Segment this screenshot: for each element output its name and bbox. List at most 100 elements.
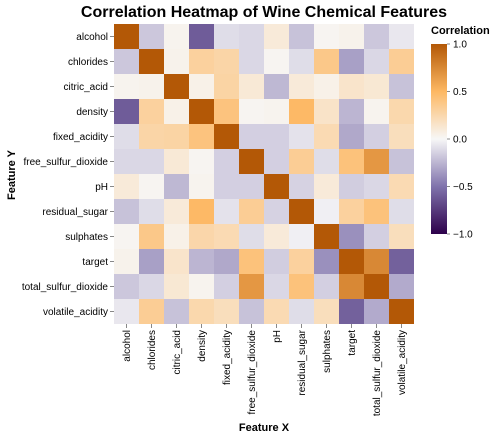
y-axis-title: Feature Y: [6, 149, 18, 200]
heatmap-cell-volatile_acidity-chlorides: [139, 299, 164, 324]
y-tick-label-sulphates: sulphates: [65, 232, 108, 243]
heatmap-cell-chlorides-fixed_acidity: [214, 49, 239, 74]
heatmap-cell-residual_sugar-residual_sugar: [289, 199, 314, 224]
heatmap-cell-citric_acid-target: [339, 74, 364, 99]
legend-ticks: 1.0 0.5 0.0 −0.5 −1.0: [447, 40, 473, 241]
x-tick-label-total_sulfur_dioxide: total_sulfur_dioxide: [372, 330, 383, 417]
heatmap-cells: [114, 24, 414, 324]
legend-tick-label: 0.5: [453, 87, 467, 98]
heatmap-cell-density-target: [339, 99, 364, 124]
x-tick-label-sulphates: sulphates: [322, 330, 333, 373]
heatmap-cell-chlorides-density: [189, 49, 214, 74]
x-tick-label-free_sulfur_dioxide: free_sulfur_dioxide: [247, 330, 258, 415]
heatmap-cell-citric_acid-citric_acid: [164, 74, 189, 99]
heatmap-cell-citric_acid-alcohol: [114, 74, 139, 99]
heatmap-cell-chlorides-sulphates: [314, 49, 339, 74]
heatmap-cell-citric_acid-residual_sugar: [289, 74, 314, 99]
heatmap-cell-fixed_acidity-residual_sugar: [289, 124, 314, 149]
heatmap-cell-free_sulfur_dioxide-density: [189, 149, 214, 174]
heatmap-cell-total_sulfur_dioxide-target: [339, 274, 364, 299]
heatmap-cell-citric_acid-volatile_acidity: [389, 74, 414, 99]
heatmap-cell-target-total_sulfur_dioxide: [364, 249, 389, 274]
heatmap-cell-alcohol-density: [189, 24, 214, 49]
heatmap-cell-alcohol-target: [339, 24, 364, 49]
heatmap-cell-target-alcohol: [114, 249, 139, 274]
heatmap-cell-residual_sugar-citric_acid: [164, 199, 189, 224]
heatmap-cell-free_sulfur_dioxide-target: [339, 149, 364, 174]
heatmap-cell-density-density: [189, 99, 214, 124]
heatmap-cell-total_sulfur_dioxide-volatile_acidity: [389, 274, 414, 299]
heatmap-cell-sulphates-citric_acid: [164, 224, 189, 249]
heatmap-cell-chlorides-target: [339, 49, 364, 74]
heatmap-cell-density-alcohol: [114, 99, 139, 124]
heatmap-cell-target-sulphates: [314, 249, 339, 274]
heatmap-cell-free_sulfur_dioxide-fixed_acidity: [214, 149, 239, 174]
heatmap-cell-residual_sugar-free_sulfur_dioxide: [239, 199, 264, 224]
heatmap-cell-citric_acid-chlorides: [139, 74, 164, 99]
heatmap-cell-volatile_acidity-residual_sugar: [289, 299, 314, 324]
heatmap-cell-target-citric_acid: [164, 249, 189, 274]
heatmap-cell-total_sulfur_dioxide-chlorides: [139, 274, 164, 299]
heatmap-cell-volatile_acidity-alcohol: [114, 299, 139, 324]
heatmap-cell-density-fixed_acidity: [214, 99, 239, 124]
heatmap-cell-density-pH: [264, 99, 289, 124]
heatmap-cell-sulphates-residual_sugar: [289, 224, 314, 249]
heatmap-cell-pH-residual_sugar: [289, 174, 314, 199]
heatmap-cell-free_sulfur_dioxide-residual_sugar: [289, 149, 314, 174]
heatmap-cell-total_sulfur_dioxide-citric_acid: [164, 274, 189, 299]
heatmap-cell-alcohol-chlorides: [139, 24, 164, 49]
heatmap-cell-sulphates-chlorides: [139, 224, 164, 249]
heatmap-cell-free_sulfur_dioxide-pH: [264, 149, 289, 174]
y-tick-label-citric_acid: citric_acid: [64, 82, 108, 93]
heatmap-cell-target-pH: [264, 249, 289, 274]
heatmap-cell-fixed_acidity-total_sulfur_dioxide: [364, 124, 389, 149]
x-tick-label-residual_sugar: residual_sugar: [297, 329, 308, 395]
heatmap-cell-fixed_acidity-pH: [264, 124, 289, 149]
x-tick-label-chlorides: chlorides: [147, 330, 158, 370]
heatmap-cell-citric_acid-sulphates: [314, 74, 339, 99]
x-tick-label-volatile_acidity: volatile_acidity: [397, 330, 408, 395]
heatmap-cell-sulphates-volatile_acidity: [389, 224, 414, 249]
y-tick-label-total_sulfur_dioxide: total_sulfur_dioxide: [22, 282, 109, 293]
heatmap-cell-free_sulfur_dioxide-citric_acid: [164, 149, 189, 174]
heatmap-cell-alcohol-free_sulfur_dioxide: [239, 24, 264, 49]
heatmap-cell-sulphates-density: [189, 224, 214, 249]
x-tick-label-fixed_acidity: fixed_acidity: [222, 330, 233, 385]
heatmap-cell-fixed_acidity-sulphates: [314, 124, 339, 149]
heatmap-cell-residual_sugar-sulphates: [314, 199, 339, 224]
legend-gradient-bar: [431, 44, 447, 234]
y-tick-label-residual_sugar: residual_sugar: [42, 207, 108, 218]
heatmap-cell-volatile_acidity-density: [189, 299, 214, 324]
heatmap-cell-pH-pH: [264, 174, 289, 199]
heatmap-cell-residual_sugar-target: [339, 199, 364, 224]
heatmap-cell-volatile_acidity-free_sulfur_dioxide: [239, 299, 264, 324]
y-tick-label-pH: pH: [95, 182, 108, 193]
heatmap-cell-alcohol-fixed_acidity: [214, 24, 239, 49]
heatmap-cell-density-citric_acid: [164, 99, 189, 124]
x-axis-title: Feature X: [239, 422, 290, 434]
heatmap-cell-free_sulfur_dioxide-total_sulfur_dioxide: [364, 149, 389, 174]
heatmap-cell-alcohol-volatile_acidity: [389, 24, 414, 49]
heatmap-cell-pH-target: [339, 174, 364, 199]
heatmap-cell-target-fixed_acidity: [214, 249, 239, 274]
heatmap-cell-sulphates-target: [339, 224, 364, 249]
heatmap-cell-citric_acid-density: [189, 74, 214, 99]
heatmap-cell-free_sulfur_dioxide-volatile_acidity: [389, 149, 414, 174]
heatmap-cell-chlorides-volatile_acidity: [389, 49, 414, 74]
heatmap-cell-sulphates-alcohol: [114, 224, 139, 249]
heatmap-cell-volatile_acidity-pH: [264, 299, 289, 324]
heatmap-cell-pH-alcohol: [114, 174, 139, 199]
heatmap-cell-pH-fixed_acidity: [214, 174, 239, 199]
heatmap-cell-free_sulfur_dioxide-free_sulfur_dioxide: [239, 149, 264, 174]
heatmap-cell-residual_sugar-volatile_acidity: [389, 199, 414, 224]
y-tick-label-target: target: [82, 257, 108, 268]
heatmap-cell-alcohol-sulphates: [314, 24, 339, 49]
heatmap-cell-total_sulfur_dioxide-alcohol: [114, 274, 139, 299]
heatmap-cell-alcohol-pH: [264, 24, 289, 49]
heatmap-cell-chlorides-free_sulfur_dioxide: [239, 49, 264, 74]
heatmap-cell-density-total_sulfur_dioxide: [364, 99, 389, 124]
y-tick-label-free_sulfur_dioxide: free_sulfur_dioxide: [24, 157, 109, 168]
x-tick-label-density: density: [197, 330, 208, 362]
heatmap-cell-total_sulfur_dioxide-fixed_acidity: [214, 274, 239, 299]
heatmap-cell-density-residual_sugar: [289, 99, 314, 124]
